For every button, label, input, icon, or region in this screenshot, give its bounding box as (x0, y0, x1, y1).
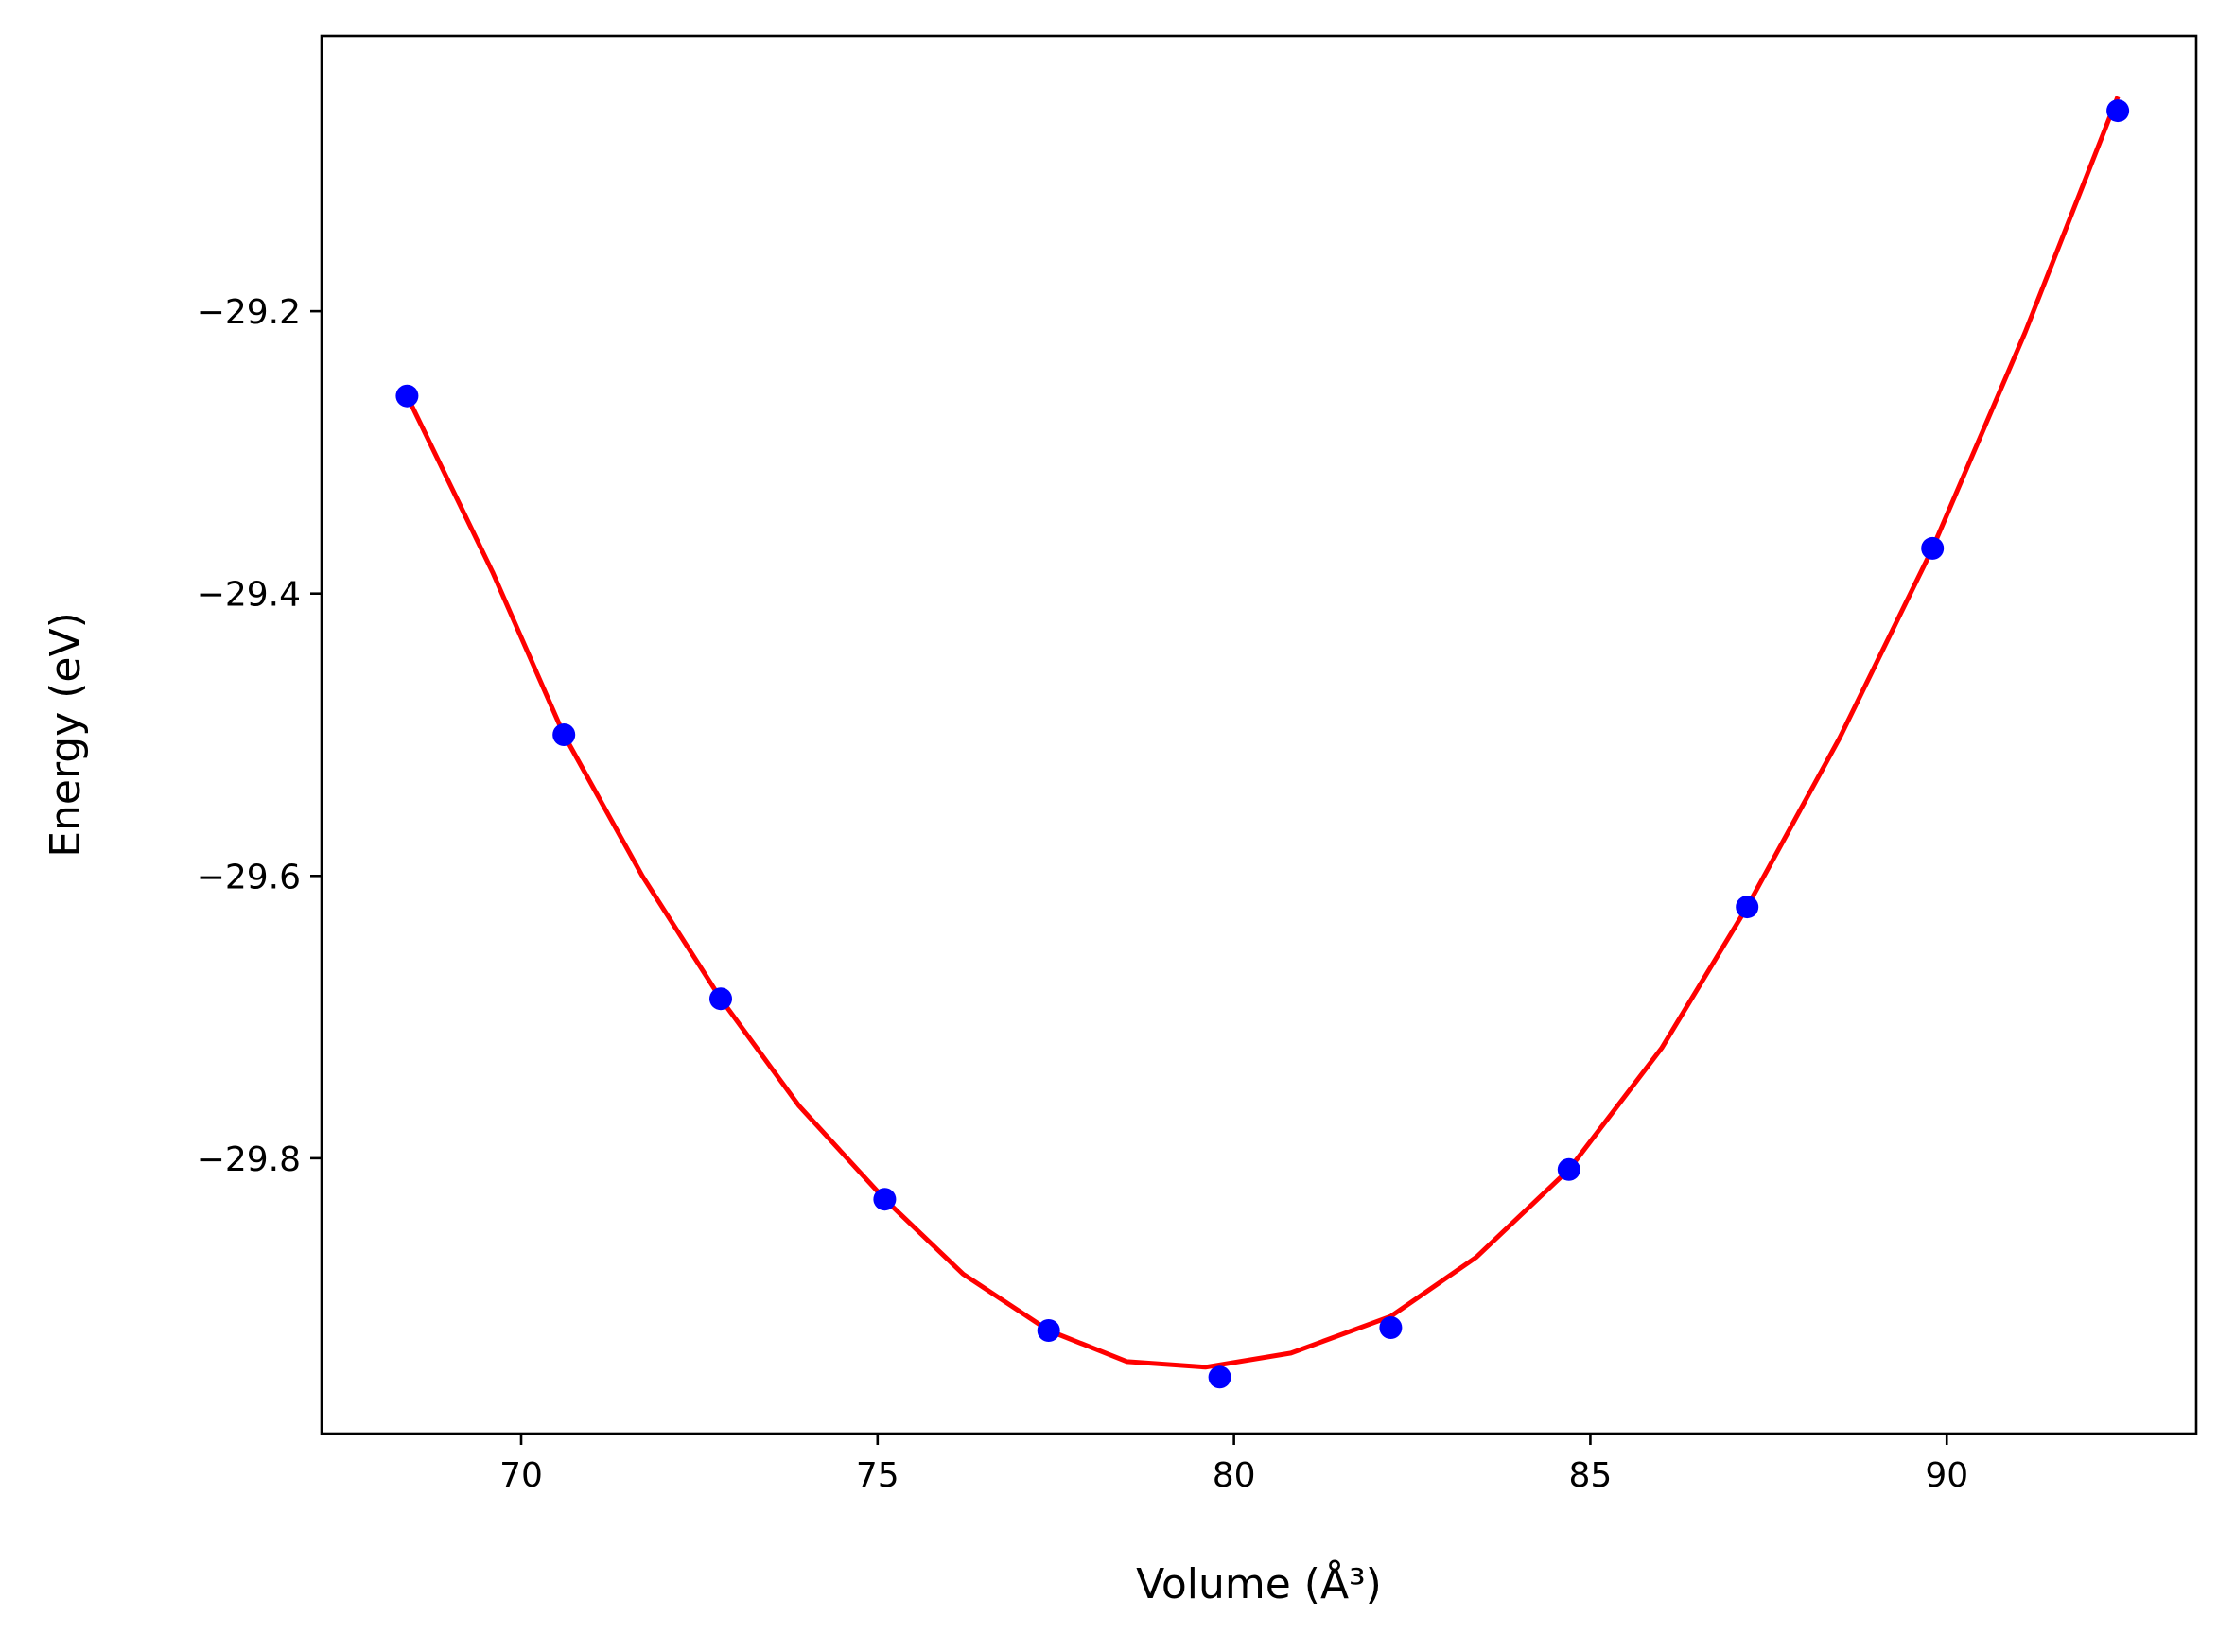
data-point (873, 1188, 897, 1211)
data-point (2106, 99, 2130, 123)
fit-curve (405, 96, 2121, 1370)
data-point (709, 987, 732, 1011)
data-point (1379, 1316, 1403, 1339)
data-point (1208, 1365, 1231, 1389)
fit-curve-layer (405, 96, 2121, 1370)
x-axis-ticks: 70 75 80 85 90 (499, 1434, 1968, 1495)
y-tick-label: −29.8 (197, 1140, 301, 1179)
data-point (1037, 1319, 1060, 1342)
data-point (1921, 536, 1945, 560)
data-points-layer (395, 99, 2130, 1389)
y-tick-label: −29.2 (197, 293, 301, 332)
data-point (1557, 1157, 1580, 1181)
x-axis-label: Volume (Å³) (1136, 1558, 1382, 1609)
x-tick-label: 85 (1569, 1456, 1613, 1495)
data-point (1736, 896, 1759, 919)
y-axis-label: Energy (eV) (42, 612, 90, 858)
y-axis-ticks: −29.2 −29.4 −29.6 −29.8 (197, 293, 322, 1179)
x-tick-label: 70 (499, 1456, 543, 1495)
x-tick-label: 90 (1925, 1456, 1968, 1495)
x-tick-label: 80 (1213, 1456, 1256, 1495)
y-tick-label: −29.4 (197, 576, 301, 615)
x-tick-label: 75 (856, 1456, 899, 1495)
data-point (395, 384, 419, 408)
data-point (552, 723, 576, 746)
plot-frame (320, 34, 2198, 1435)
y-tick-label: −29.6 (197, 858, 301, 896)
